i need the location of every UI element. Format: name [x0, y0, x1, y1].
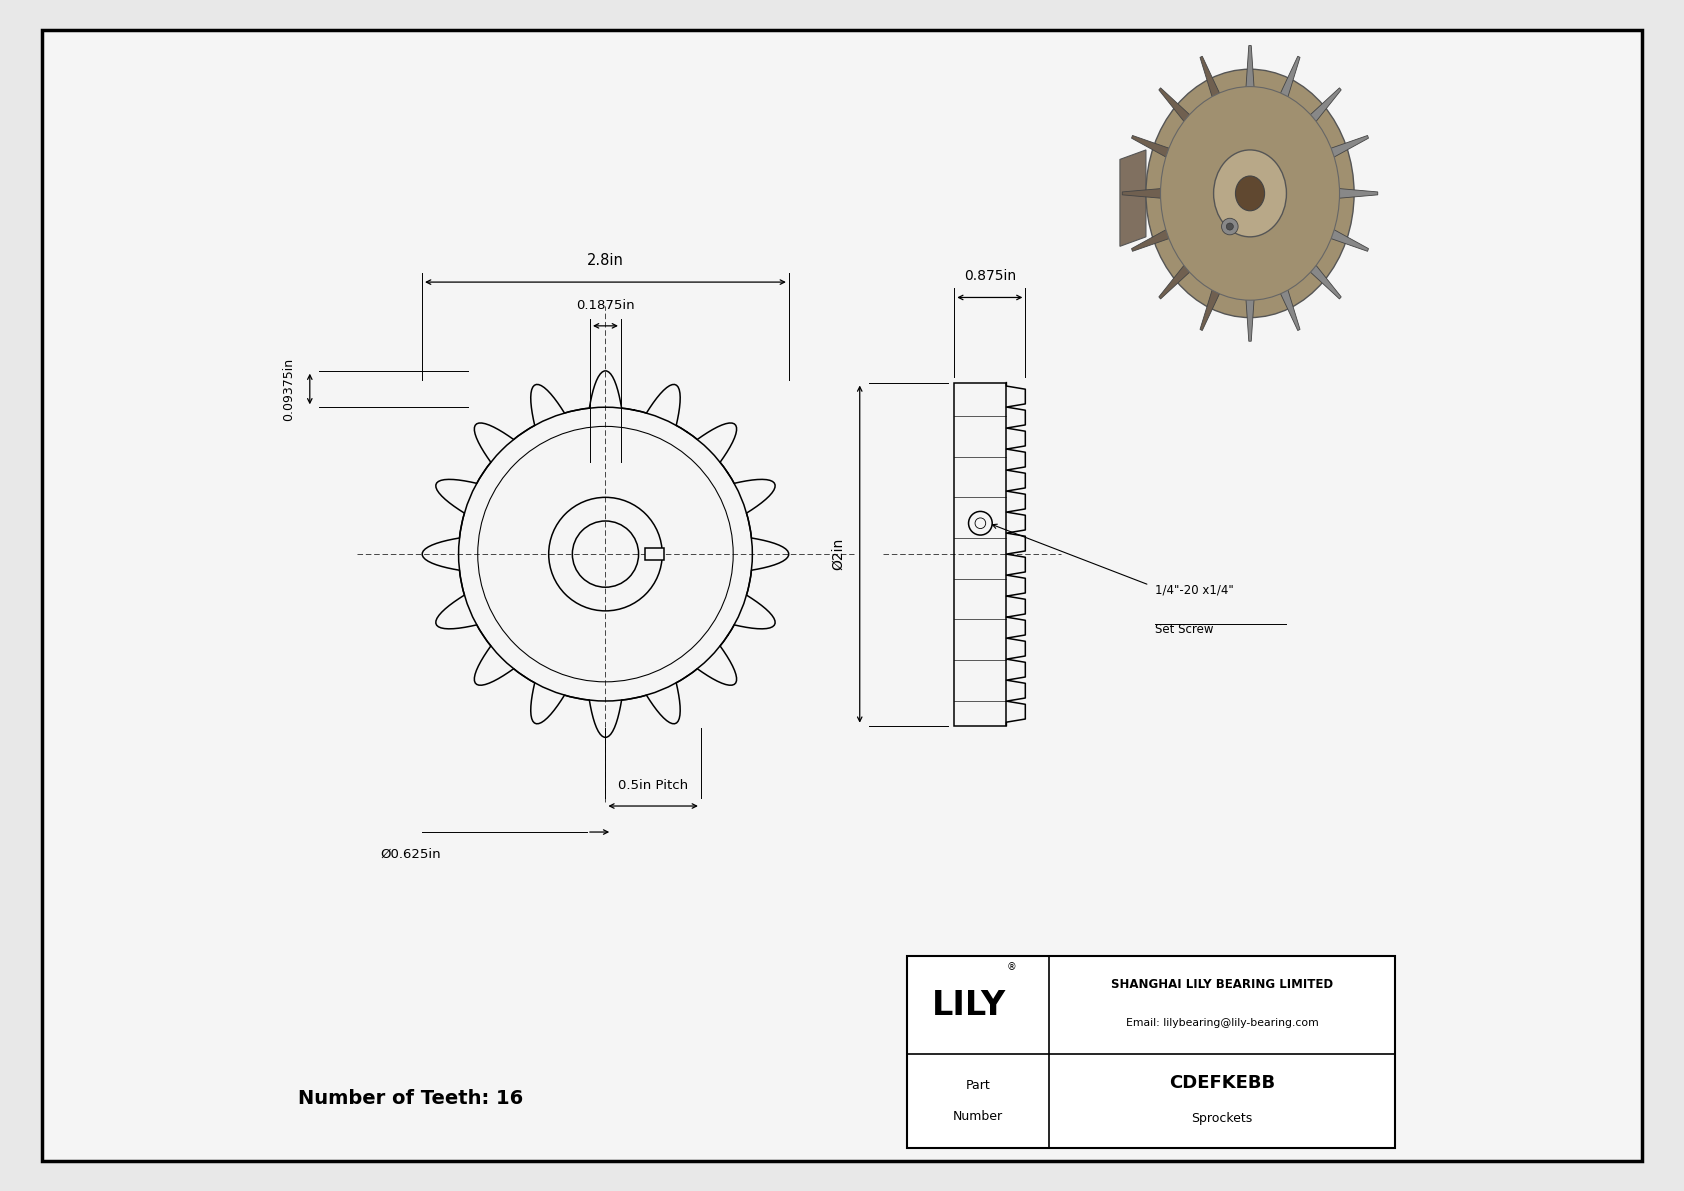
Text: 0.09375in: 0.09375in	[283, 357, 296, 420]
Bar	[908, 956, 1396, 1148]
Text: Sprockets: Sprockets	[1192, 1112, 1253, 1125]
Text: Ø2in: Ø2in	[832, 538, 845, 570]
Polygon shape	[1159, 264, 1191, 299]
Text: SHANGHAI LILY BEARING LIMITED: SHANGHAI LILY BEARING LIMITED	[1111, 978, 1334, 991]
Ellipse shape	[1236, 176, 1265, 211]
Text: 0.875in: 0.875in	[963, 269, 1015, 283]
Circle shape	[1221, 218, 1238, 235]
Text: 2.8in: 2.8in	[588, 252, 623, 268]
Polygon shape	[1201, 289, 1219, 331]
Text: 1/4"-20 x1/4": 1/4"-20 x1/4"	[1155, 584, 1234, 597]
Ellipse shape	[1214, 150, 1287, 237]
Polygon shape	[1246, 45, 1255, 88]
Ellipse shape	[1160, 87, 1339, 300]
Polygon shape	[1201, 56, 1219, 98]
Text: Ø0.625in: Ø0.625in	[381, 848, 441, 860]
Polygon shape	[1339, 188, 1378, 198]
Polygon shape	[1280, 56, 1300, 98]
Polygon shape	[1310, 88, 1340, 123]
Text: Set Screw: Set Screw	[1155, 623, 1214, 636]
Polygon shape	[1159, 88, 1191, 123]
Text: 0.1875in: 0.1875in	[576, 299, 635, 312]
Text: Number of Teeth: 16: Number of Teeth: 16	[298, 1089, 524, 1108]
Ellipse shape	[1145, 69, 1354, 318]
Polygon shape	[1246, 299, 1255, 342]
Text: CDEFKEBB: CDEFKEBB	[1169, 1074, 1275, 1092]
Text: ®: ®	[1007, 962, 1015, 972]
Bar	[645, 548, 663, 560]
Text: Email: lilybearing@lily-bearing.com: Email: lilybearing@lily-bearing.com	[1127, 1018, 1319, 1028]
Polygon shape	[1132, 136, 1170, 157]
Polygon shape	[1310, 264, 1340, 299]
Polygon shape	[1280, 289, 1300, 331]
Polygon shape	[1330, 136, 1369, 157]
Text: Number: Number	[953, 1110, 1004, 1123]
Polygon shape	[1122, 188, 1162, 198]
Polygon shape	[1330, 230, 1369, 251]
Text: Part: Part	[965, 1079, 990, 1092]
Circle shape	[1226, 223, 1233, 230]
Text: LILY: LILY	[931, 989, 1005, 1022]
Polygon shape	[1120, 150, 1145, 247]
Text: 0.5in Pitch: 0.5in Pitch	[618, 779, 689, 792]
Polygon shape	[1132, 230, 1170, 251]
Bar	[955, 382, 1007, 725]
